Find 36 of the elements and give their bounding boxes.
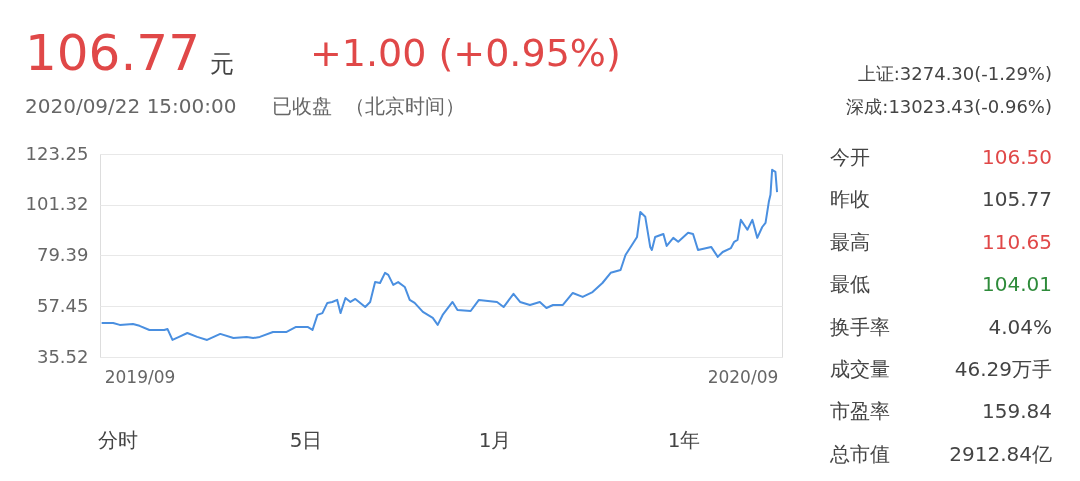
y-tick-label: 79.39 [36,243,89,265]
text: 市盈率 [830,399,890,424]
y-tick-label: 57.45 [36,294,89,316]
text: 46.29万手 [954,357,1052,381]
line-series [100,168,779,341]
y-tick-label: 123.25 [25,142,89,164]
x-tick-label: 2019/09 [104,366,176,387]
text: 110.65 [982,229,1052,254]
text: 104.01 [982,272,1052,297]
chart-subtitle: 2020/09/22 15:00:00 [25,94,237,118]
text: 元 [210,50,234,78]
text: 最高 [830,229,870,254]
text: 分时 [98,428,138,452]
text: 上证:3274.30(-1.29%) [857,63,1052,84]
text: 昨收 [830,187,870,212]
text: 105.77 [982,187,1052,212]
text: 成交量 [830,357,890,381]
text: 今开 [830,145,870,169]
y-tick-label: 101.32 [25,193,89,215]
text: 5日 [289,428,323,452]
text: 换手率 [830,314,890,339]
text: 1月 [478,428,512,452]
text: 1年 [667,428,701,452]
y-tick-label: 35.52 [36,345,89,367]
text: （北京时间） [345,94,465,118]
text: 2912.84亿 [949,441,1052,466]
text: 已收盘 [272,94,332,118]
x-tick-label: 2020/09 [707,366,779,387]
text: 最低 [830,272,870,297]
text: 106.50 [982,145,1052,169]
text: 4.04% [988,314,1052,339]
chart-title: 106.77 [25,24,200,82]
text: 总市值 [829,441,890,466]
text: 159.84 [982,399,1052,424]
text: +1.00 (+0.95%) [310,31,621,75]
text: 深成:13023.43(-0.96%) [846,96,1052,117]
